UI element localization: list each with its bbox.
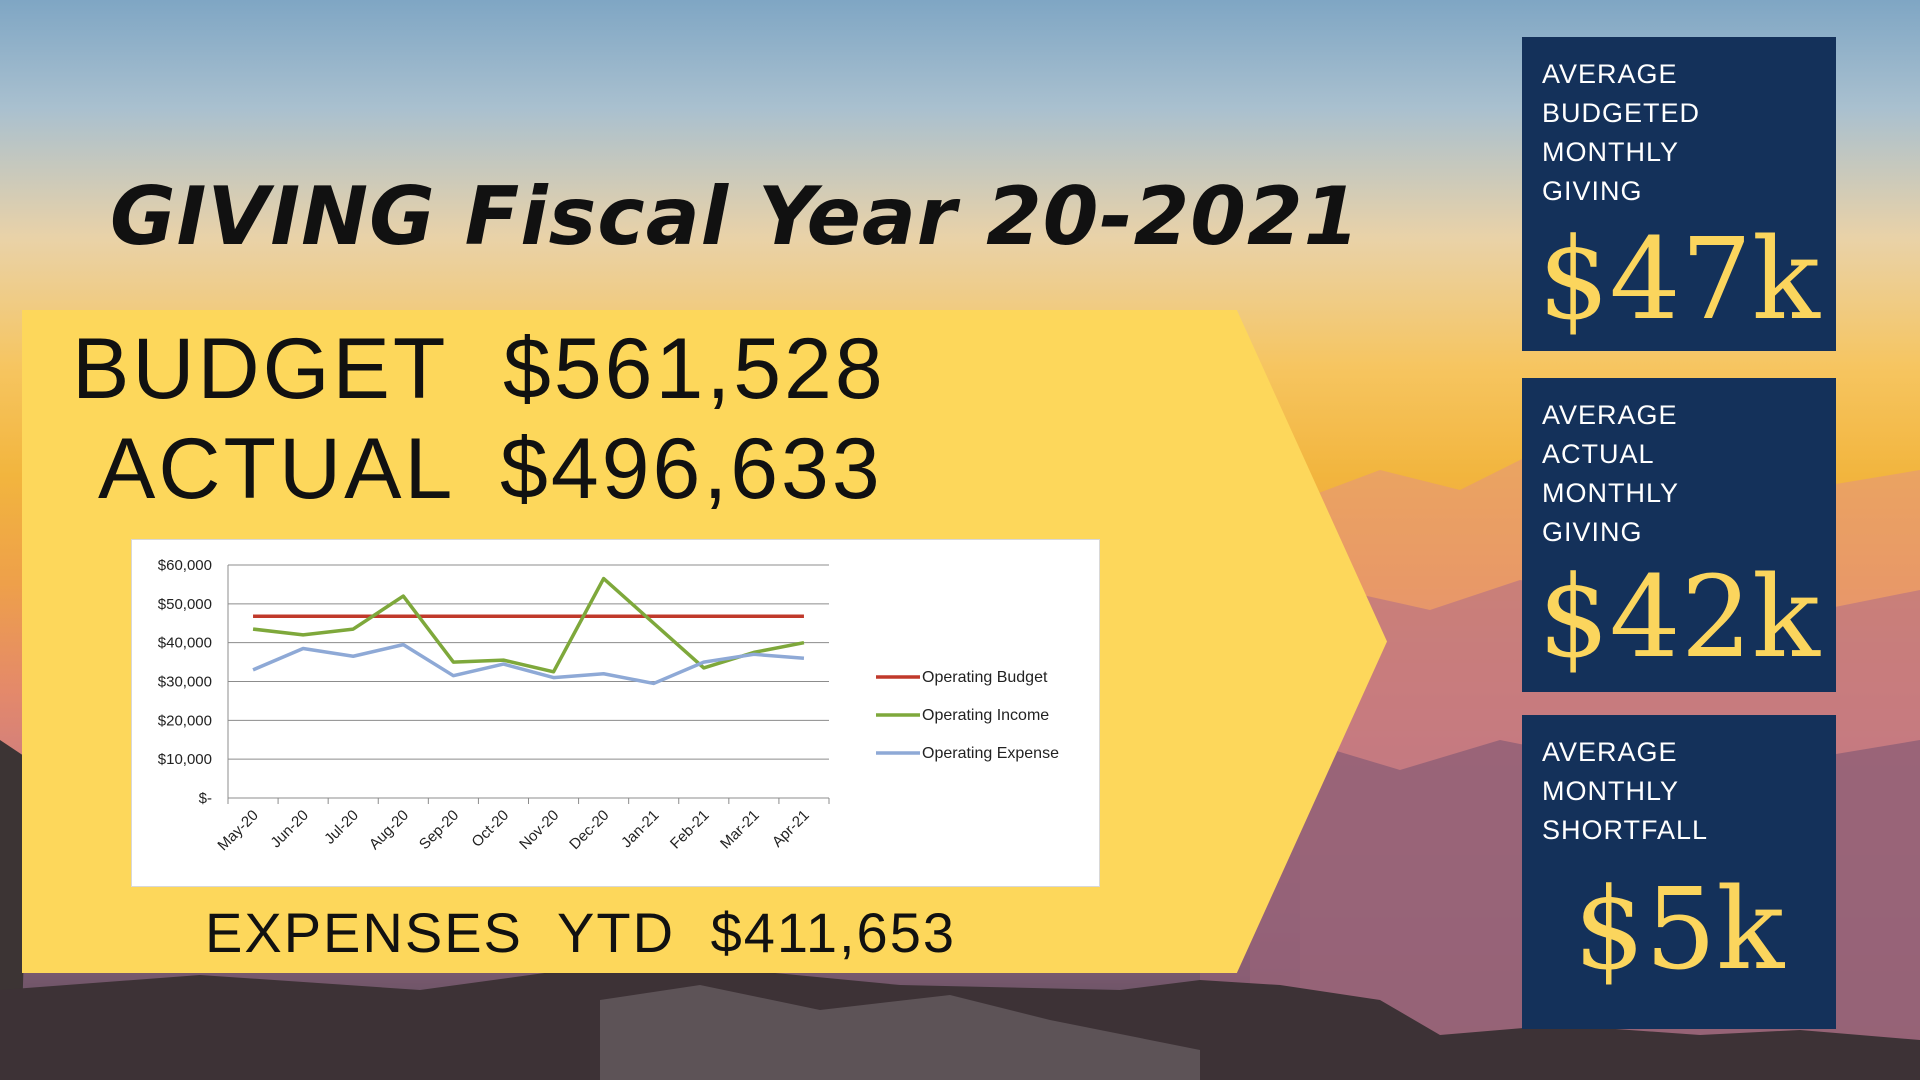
series-line <box>252 642 805 686</box>
legend-label: Operating Budget <box>922 669 1048 686</box>
x-tick-label: Mar-21 <box>717 807 763 853</box>
giving-line-chart: $60,000 $50,000 $40,000 $30,000 $20,000 $10,0… <box>131 539 1100 887</box>
actual-value: $496,633 <box>500 421 883 517</box>
y-tick-label: $- <box>199 790 212 807</box>
card-value: $5k <box>1573 865 1785 995</box>
card-label-line: MONTHLY <box>1542 137 1680 167</box>
card-budgeted-giving: AVERAGE BUDGETED MONTHLY GIVING $47k <box>1522 37 1836 351</box>
x-tick-label: Apr-21 <box>769 807 813 851</box>
expenses-label: EXPENSES YTD <box>205 901 676 964</box>
card-label-line: ACTUAL <box>1542 439 1655 469</box>
card-label-line: AVERAGE <box>1542 400 1678 430</box>
x-tick-label: Jul-20 <box>321 807 362 848</box>
card-label-line: AVERAGE <box>1542 59 1678 89</box>
x-tick-label: Oct-20 <box>468 807 512 851</box>
x-tick-label: Sep-20 <box>416 807 462 853</box>
card-label-line: AVERAGE <box>1542 737 1678 767</box>
card-value: $42k <box>1538 553 1820 683</box>
x-tick-label: Nov-20 <box>516 807 562 853</box>
x-tick-label: Jun-20 <box>267 807 311 851</box>
y-tick-label: $20,000 <box>158 712 212 729</box>
card-label-line: GIVING <box>1542 517 1643 547</box>
legend-label: Operating Income <box>922 707 1049 724</box>
legend-label: Operating Expense <box>922 745 1059 762</box>
card-label-line: SHORTFALL <box>1542 815 1709 845</box>
y-tick-label: $50,000 <box>158 596 212 613</box>
budget-label: BUDGET <box>72 321 449 417</box>
expenses-value: $411,653 <box>710 901 956 964</box>
card-actual-giving: AVERAGE ACTUAL MONTHLY GIVING $42k <box>1522 378 1836 692</box>
page-title: GIVING Fiscal Year 20-2021 <box>110 170 1361 263</box>
x-tick-label: May-20 <box>214 807 261 854</box>
y-tick-label: $10,000 <box>158 751 212 768</box>
actual-label: ACTUAL <box>98 421 456 517</box>
y-tick-label: $30,000 <box>158 674 212 691</box>
card-value: $47k <box>1538 215 1820 345</box>
series-line <box>252 576 805 674</box>
card-label-line: MONTHLY <box>1542 776 1680 806</box>
card-label: AVERAGE MONTHLY SHORTFALL <box>1542 733 1708 850</box>
card-label: AVERAGE ACTUAL MONTHLY GIVING <box>1542 396 1679 552</box>
budget-value: $561,528 <box>503 321 886 417</box>
chart-svg: $60,000 $50,000 $40,000 $30,000 $20,000 $10,0… <box>158 557 1059 854</box>
x-tick-label: Aug-20 <box>366 807 412 853</box>
card-label-line: GIVING <box>1542 176 1643 206</box>
card-label: AVERAGE BUDGETED MONTHLY GIVING <box>1542 55 1700 211</box>
y-tick-label: $40,000 <box>158 635 212 652</box>
x-tick-label: Dec-20 <box>566 807 612 853</box>
card-label-line: MONTHLY <box>1542 478 1680 508</box>
x-tick-label: Jan-21 <box>618 807 662 851</box>
card-monthly-shortfall: AVERAGE MONTHLY SHORTFALL $5k <box>1522 715 1836 1029</box>
x-tick-label: Feb-21 <box>667 807 713 853</box>
card-label-line: BUDGETED <box>1542 98 1701 128</box>
expenses-ytd: EXPENSES YTD $411,653 <box>205 900 956 965</box>
y-tick-label: $60,000 <box>158 557 212 574</box>
